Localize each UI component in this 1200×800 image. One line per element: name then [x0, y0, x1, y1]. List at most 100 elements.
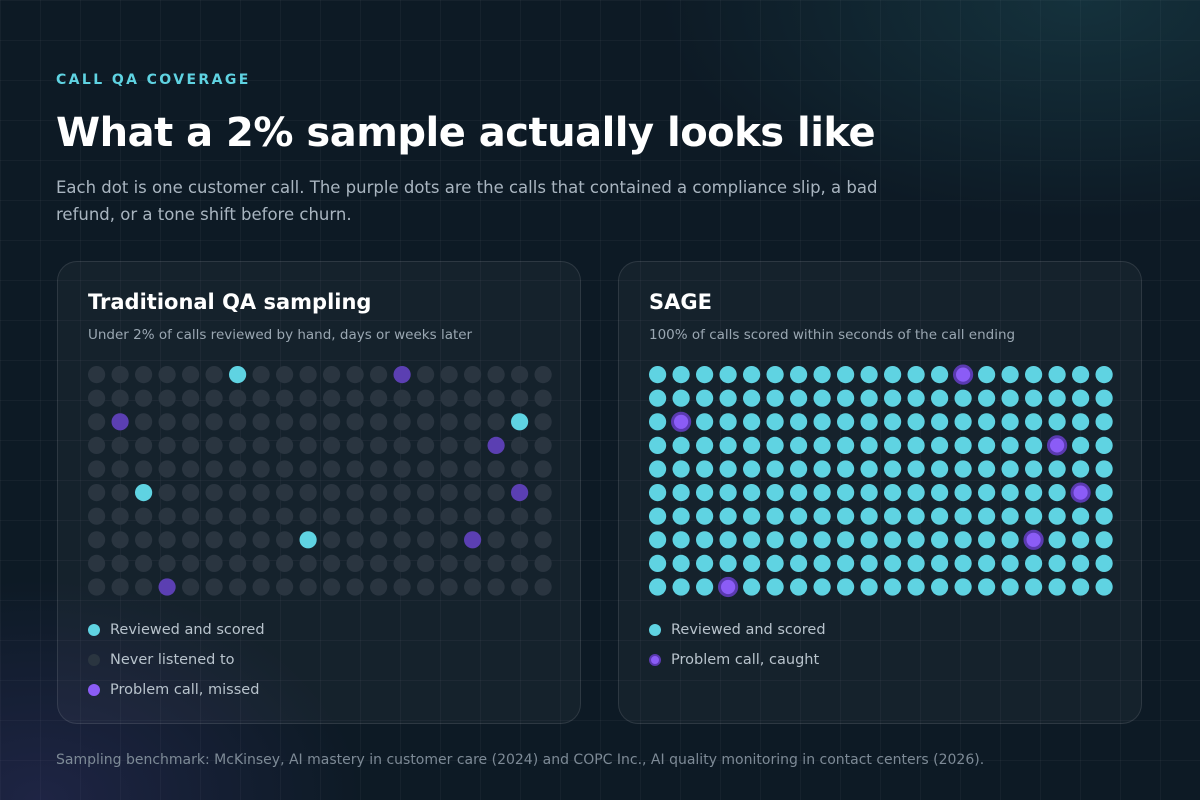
unreviewed-dot — [464, 484, 482, 502]
unreviewed-dot — [158, 531, 176, 549]
problem-missed-dot — [487, 436, 505, 454]
reviewed-dot — [884, 554, 902, 572]
reviewed-dot — [813, 578, 831, 596]
unreviewed-dot — [323, 507, 341, 525]
dot-grid-svg — [88, 366, 552, 596]
unreviewed-dot — [511, 460, 529, 478]
reviewed-dot — [672, 366, 690, 384]
reviewed-dot — [696, 507, 714, 525]
problem-missed-dot — [393, 366, 411, 384]
unreviewed-dot — [205, 413, 223, 431]
reviewed-dot — [766, 413, 784, 431]
reviewed-dot — [884, 413, 902, 431]
reviewed-dot — [954, 554, 972, 572]
reviewed-dot — [931, 507, 949, 525]
unreviewed-dot — [88, 413, 106, 431]
unreviewed-dot — [135, 578, 153, 596]
unreviewed-dot — [464, 554, 482, 572]
unreviewed-dot — [111, 507, 129, 525]
reviewed-dot — [1095, 460, 1113, 478]
reviewed-dot — [696, 484, 714, 502]
unreviewed-dot — [511, 554, 529, 572]
legend-label: Never listened to — [110, 652, 235, 668]
unreviewed-dot — [135, 436, 153, 454]
reviewed-dot-icon — [649, 624, 661, 636]
unreviewed-dot — [252, 554, 270, 572]
reviewed-dot — [719, 389, 737, 407]
reviewed-dot — [978, 578, 996, 596]
reviewed-dot — [649, 389, 667, 407]
page-title: What a 2% sample actually looks like — [56, 110, 876, 156]
unreviewed-dot — [182, 460, 200, 478]
reviewed-dot — [696, 436, 714, 454]
reviewed-dot — [1001, 531, 1019, 549]
reviewed-dot — [1001, 436, 1019, 454]
unreviewed-dot — [440, 436, 458, 454]
unreviewed-dot — [205, 389, 223, 407]
unreviewed-dot — [511, 389, 529, 407]
unreviewed-dot — [252, 507, 270, 525]
unreviewed-dot — [299, 554, 317, 572]
reviewed-dot — [229, 366, 247, 384]
unreviewed-dot-icon — [88, 654, 100, 666]
unreviewed-dot — [182, 436, 200, 454]
reviewed-dot — [978, 389, 996, 407]
unreviewed-dot — [534, 531, 552, 549]
unreviewed-dot — [370, 366, 388, 384]
reviewed-dot — [696, 460, 714, 478]
unreviewed-dot — [393, 436, 411, 454]
unreviewed-dot — [111, 578, 129, 596]
reviewed-dot — [719, 460, 737, 478]
reviewed-dot — [743, 389, 761, 407]
reviewed-dot — [884, 484, 902, 502]
reviewed-dot — [1095, 507, 1113, 525]
unreviewed-dot — [511, 507, 529, 525]
traditional-dot-grid — [88, 366, 558, 602]
unreviewed-dot — [111, 366, 129, 384]
sage-legend: Reviewed and scored Problem call, caught — [649, 615, 826, 675]
unreviewed-dot — [229, 389, 247, 407]
unreviewed-dot — [276, 484, 294, 502]
unreviewed-dot — [135, 413, 153, 431]
reviewed-dot — [649, 554, 667, 572]
unreviewed-dot — [417, 554, 435, 572]
unreviewed-dot — [440, 366, 458, 384]
unreviewed-dot — [276, 460, 294, 478]
reviewed-dot — [907, 484, 925, 502]
reviewed-dot — [790, 554, 808, 572]
unreviewed-dot — [205, 484, 223, 502]
reviewed-dot — [954, 436, 972, 454]
unreviewed-dot — [158, 436, 176, 454]
reviewed-dot-icon — [88, 624, 100, 636]
unreviewed-dot — [182, 531, 200, 549]
unreviewed-dot — [229, 436, 247, 454]
reviewed-dot — [1072, 507, 1090, 525]
reviewed-dot — [931, 484, 949, 502]
reviewed-dot — [837, 460, 855, 478]
unreviewed-dot — [534, 578, 552, 596]
unreviewed-dot — [299, 436, 317, 454]
reviewed-dot — [813, 531, 831, 549]
unreviewed-dot — [182, 507, 200, 525]
legend-label: Problem call, missed — [110, 682, 260, 698]
traditional-legend: Reviewed and scored Never listened to Pr… — [88, 615, 265, 705]
unreviewed-dot — [393, 413, 411, 431]
unreviewed-dot — [487, 531, 505, 549]
reviewed-dot — [1001, 484, 1019, 502]
unreviewed-dot — [158, 554, 176, 572]
reviewed-dot — [1025, 460, 1043, 478]
reviewed-dot — [1001, 507, 1019, 525]
reviewed-dot — [719, 413, 737, 431]
unreviewed-dot — [417, 366, 435, 384]
reviewed-dot — [813, 507, 831, 525]
unreviewed-dot — [440, 389, 458, 407]
reviewed-dot — [790, 366, 808, 384]
reviewed-dot — [907, 578, 925, 596]
reviewed-dot — [1095, 554, 1113, 572]
unreviewed-dot — [323, 484, 341, 502]
reviewed-dot — [954, 389, 972, 407]
reviewed-dot — [743, 436, 761, 454]
problem-caught-dot — [670, 411, 692, 432]
unreviewed-dot — [464, 507, 482, 525]
reviewed-dot — [790, 578, 808, 596]
